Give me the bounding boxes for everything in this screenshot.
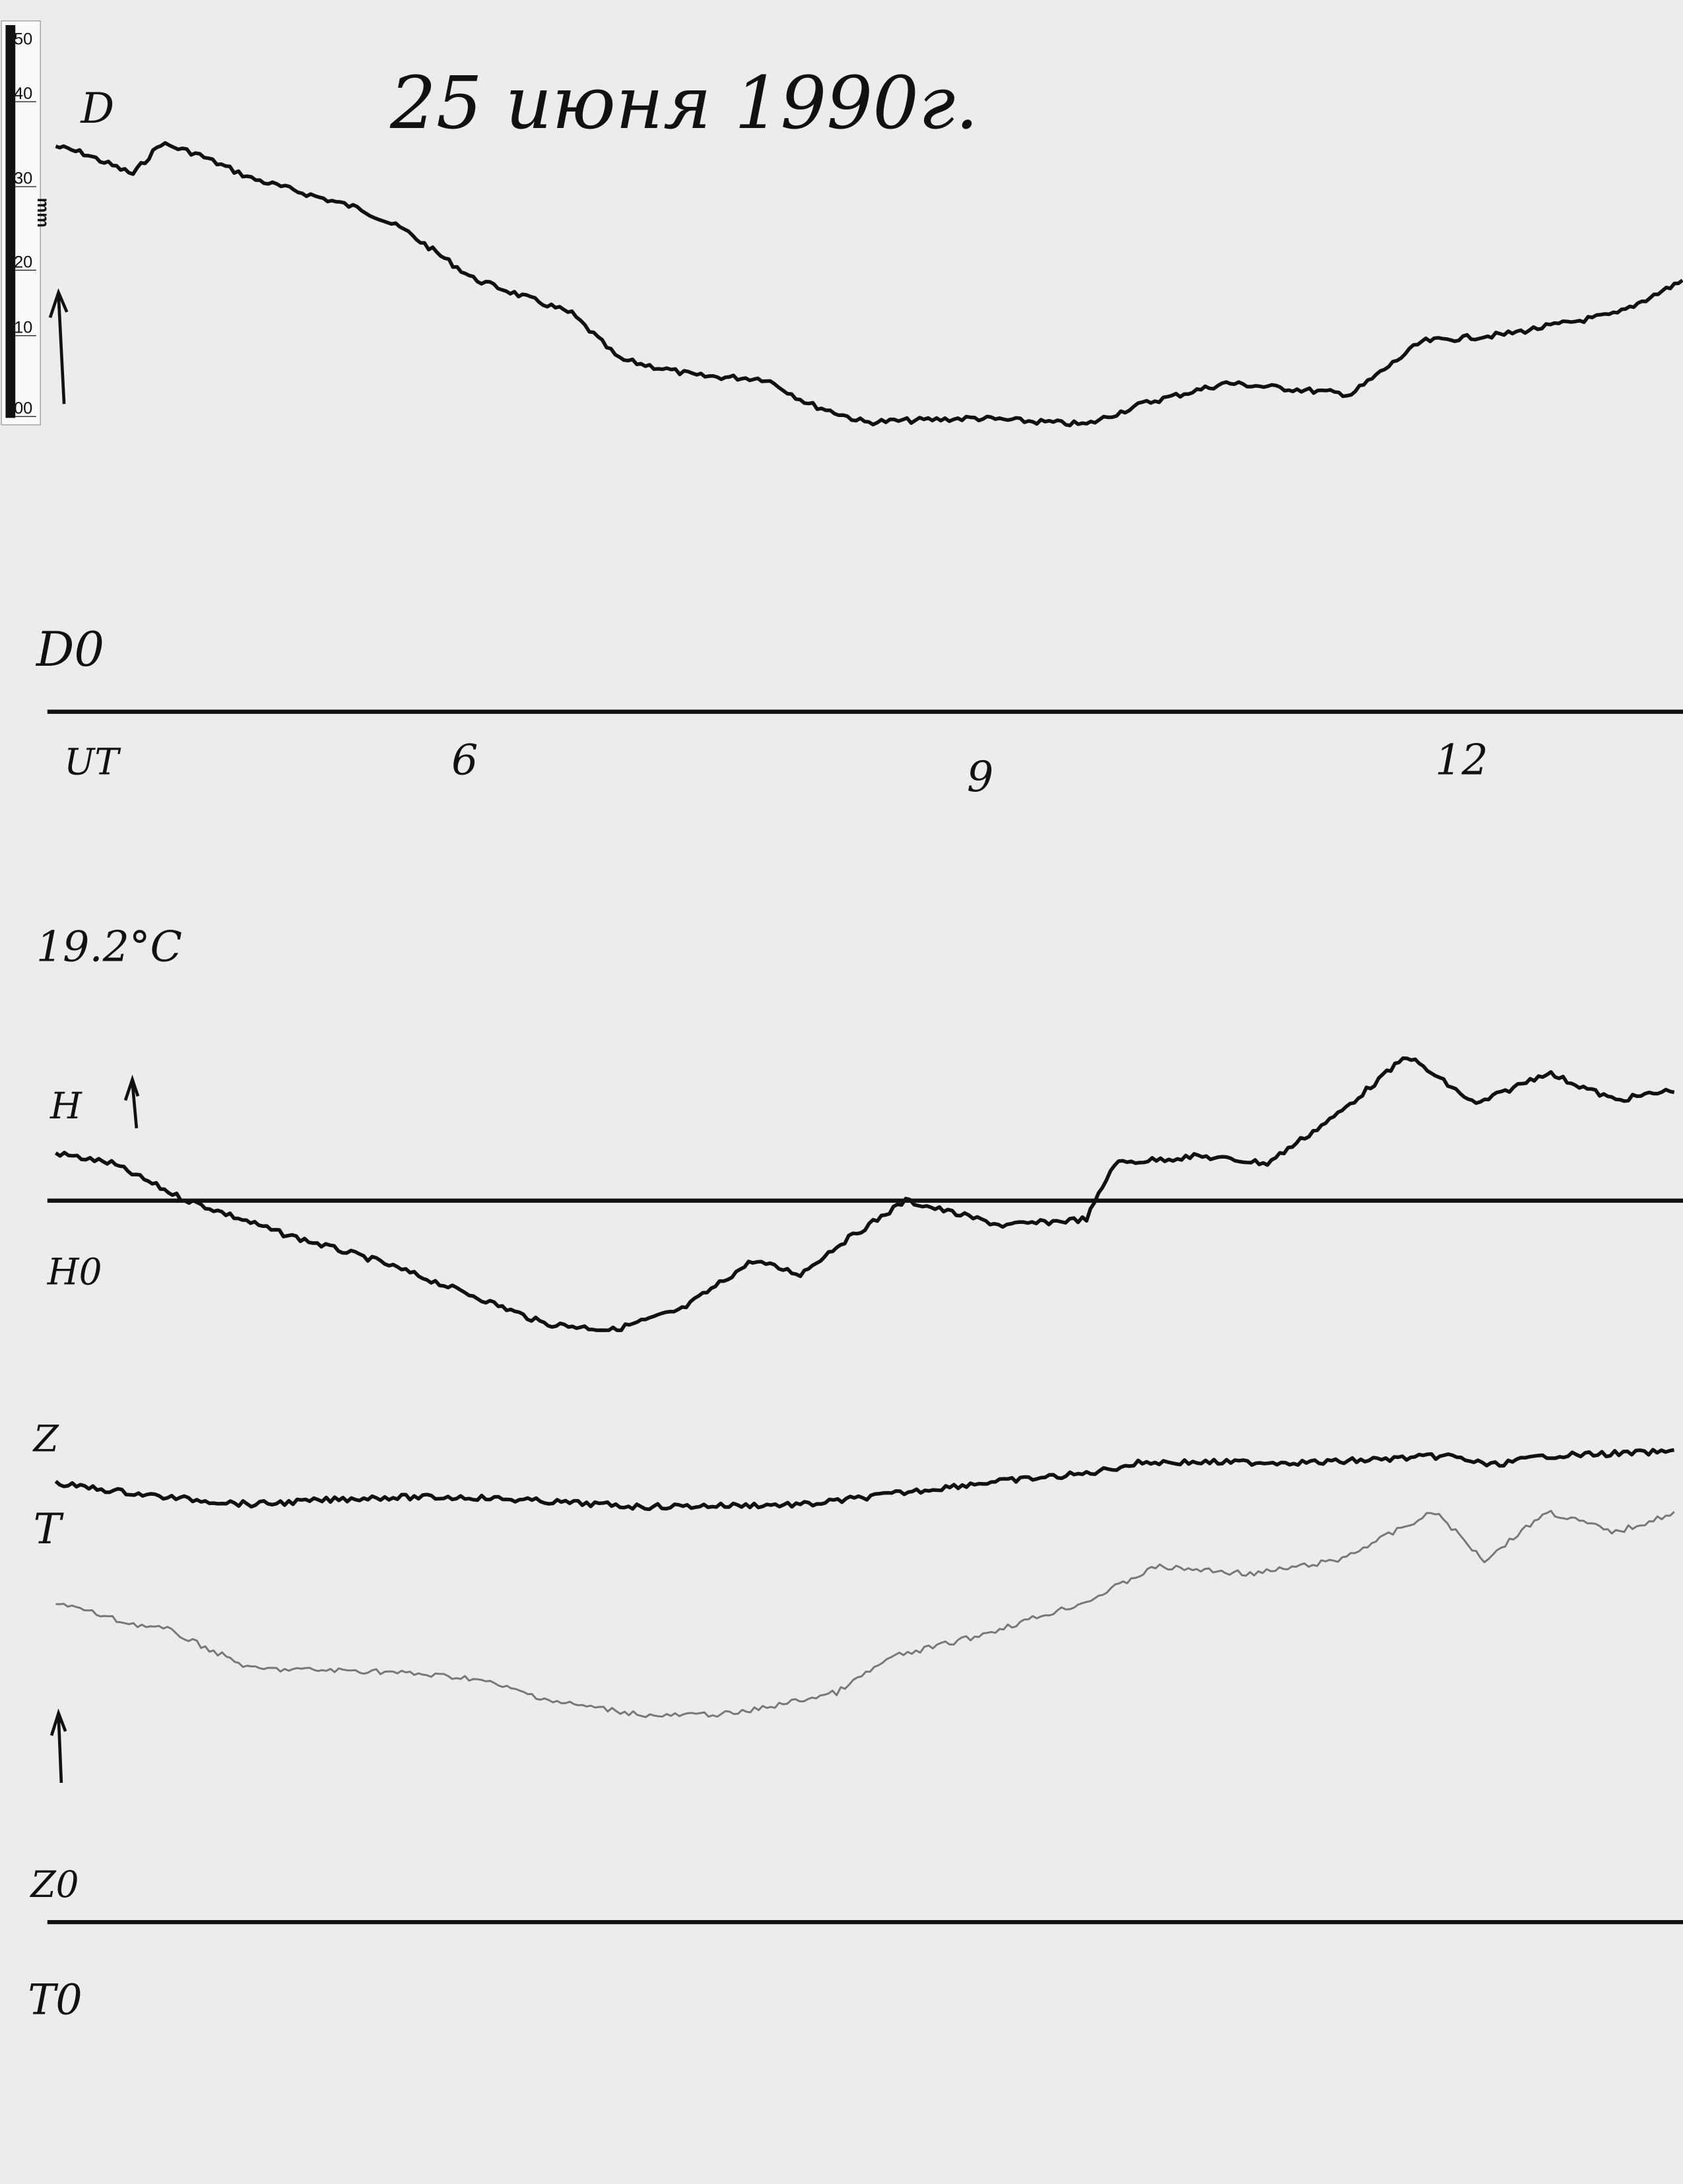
label-H: H [50, 1085, 82, 1127]
ruler-tick-00: 00 [14, 399, 32, 418]
trace-D [55, 141, 1683, 428]
temperature-note: 19.2°C [36, 922, 182, 971]
label-D: D [80, 84, 114, 133]
ruler-tick-40: 40 [14, 84, 32, 103]
label-Z: Z [32, 1418, 59, 1460]
ruler-tick-30: 30 [14, 170, 32, 188]
ruler-unit: mm [34, 198, 52, 228]
ruler-tick-10: 10 [14, 319, 32, 337]
trace-T [55, 1510, 1675, 1718]
x-tick-12: 12 [1435, 736, 1488, 785]
chart-title: 25 июня 1990г. [389, 61, 978, 145]
ruler-tick-20: 20 [14, 253, 32, 271]
mm-ruler: 50 40 30 mm 20 10 00 [1, 20, 52, 426]
x-axis-label-ut: UT [64, 741, 121, 783]
ruler-tick-50: 50 [14, 30, 32, 49]
arrow-up-icon [50, 1708, 67, 1783]
label-T: T [34, 1504, 65, 1553]
x-tick-9: 9 [967, 752, 993, 801]
label-Z0: Z0 [29, 1863, 79, 1906]
arrow-up-icon [48, 288, 69, 404]
label-T0: T0 [28, 1975, 82, 2024]
trace-H [54, 1056, 1675, 1332]
label-H0: H0 [47, 1250, 102, 1293]
trace-Z [54, 1448, 1674, 1512]
x-tick-6: 6 [451, 736, 478, 785]
label-D0: D0 [35, 622, 104, 677]
arrow-up-icon [123, 1074, 140, 1129]
